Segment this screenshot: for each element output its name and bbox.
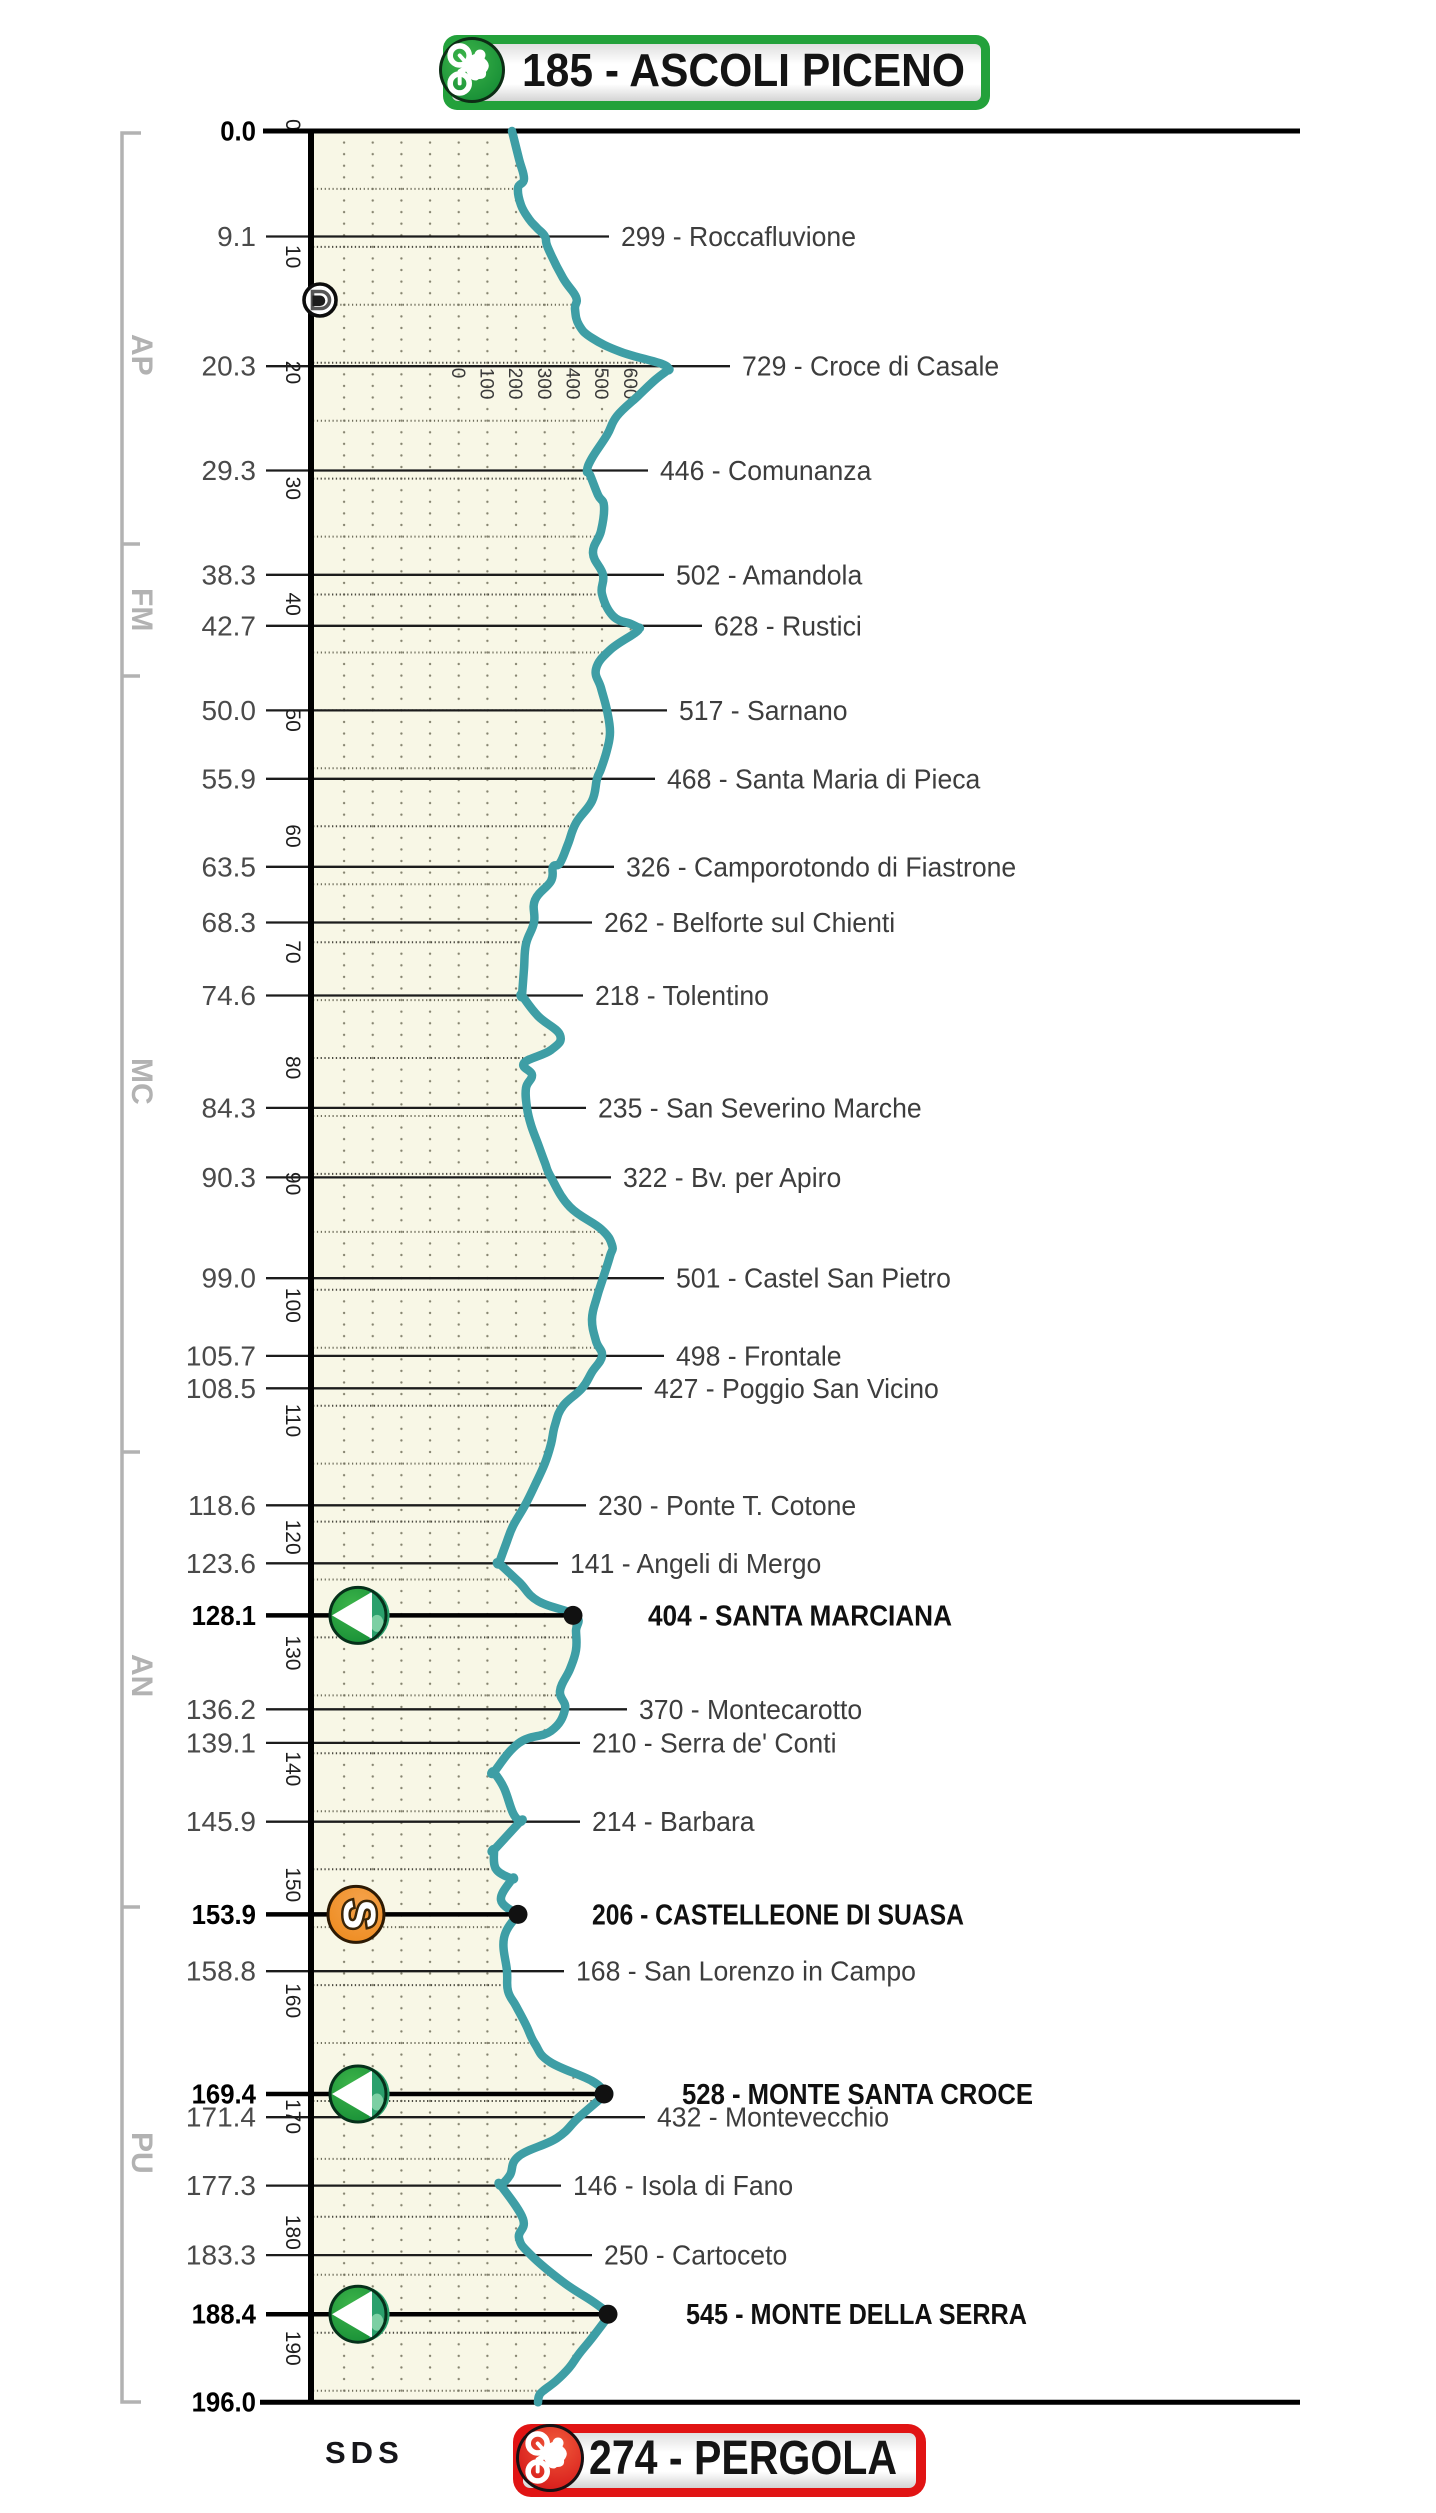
svg-text:326 - Camporotondo di Fiastron: 326 - Camporotondo di Fiastrone: [626, 851, 1016, 883]
svg-text:AN: AN: [125, 1654, 158, 1697]
svg-text:528 - MONTE SANTA CROCE: 528 - MONTE SANTA CROCE: [682, 2079, 1033, 2111]
svg-text:432 - Montevecchio: 432 - Montevecchio: [657, 2101, 889, 2133]
svg-text:206 - CASTELLEONE DI SUASA: 206 - CASTELLEONE DI SUASA: [592, 1899, 964, 1931]
svg-text:446 - Comunanza: 446 - Comunanza: [660, 454, 872, 486]
svg-text:274 - PERGOLA: 274 - PERGOLA: [589, 2432, 897, 2485]
svg-text:50: 50: [281, 708, 304, 731]
svg-text:80: 80: [281, 1056, 304, 1079]
svg-text:158.8: 158.8: [186, 1956, 256, 1987]
svg-text:90: 90: [281, 1172, 304, 1195]
svg-text:10: 10: [281, 245, 304, 268]
svg-text:235 - San Severino Marche: 235 - San Severino Marche: [598, 1092, 922, 1124]
svg-text:146 - Isola di Fano: 146 - Isola di Fano: [573, 2169, 793, 2201]
svg-text:55.9: 55.9: [202, 763, 257, 794]
svg-text:196.0: 196.0: [192, 2387, 256, 2418]
svg-text:136.2: 136.2: [186, 1694, 256, 1725]
svg-text:9.1: 9.1: [217, 221, 256, 252]
svg-text:168 - San Lorenzo in Campo: 168 - San Lorenzo in Campo: [576, 1955, 916, 1987]
svg-text:110: 110: [281, 1404, 304, 1437]
svg-text:299 - Roccafluvione: 299 - Roccafluvione: [621, 220, 856, 252]
svg-text:MC: MC: [125, 1058, 158, 1105]
svg-text:185 - ASCOLI PICENO: 185 - ASCOLI PICENO: [522, 44, 965, 96]
svg-text:42.7: 42.7: [202, 610, 257, 641]
svg-text:230 - Ponte T. Cotone: 230 - Ponte T. Cotone: [598, 1489, 856, 1521]
svg-text:70: 70: [281, 940, 304, 963]
svg-text:100: 100: [281, 1288, 304, 1323]
svg-text:322 - Bv. per Apiro: 322 - Bv. per Apiro: [623, 1161, 841, 1193]
svg-text:500: 500: [590, 368, 611, 400]
svg-text:502 - Amandola: 502 - Amandola: [676, 559, 863, 591]
svg-text:400: 400: [562, 368, 583, 400]
svg-text:214 - Barbara: 214 - Barbara: [592, 1806, 755, 1838]
svg-text:250 - Cartoceto: 250 - Cartoceto: [604, 2239, 787, 2271]
svg-text:123.6: 123.6: [186, 1548, 256, 1579]
svg-text:105.7: 105.7: [186, 1340, 256, 1371]
svg-text:370 - Montecarotto: 370 - Montecarotto: [639, 1693, 862, 1725]
svg-text:150: 150: [281, 1867, 304, 1902]
svg-text:AP: AP: [125, 334, 158, 376]
svg-text:118.6: 118.6: [188, 1490, 256, 1521]
svg-text:177.3: 177.3: [186, 2170, 256, 2201]
svg-text:180: 180: [281, 2215, 304, 2250]
svg-text:628 - Rustici: 628 - Rustici: [714, 610, 862, 642]
svg-text:99.0: 99.0: [202, 1263, 257, 1294]
svg-text:300: 300: [533, 368, 554, 400]
svg-text:100: 100: [476, 368, 497, 400]
svg-text:190: 190: [281, 2331, 304, 2366]
svg-text:517 - Sarnano: 517 - Sarnano: [679, 694, 848, 726]
svg-text:128.1: 128.1: [192, 1600, 256, 1631]
svg-text:169.4: 169.4: [192, 2079, 256, 2110]
svg-text:90.3: 90.3: [202, 1162, 257, 1193]
svg-text:63.5: 63.5: [202, 851, 257, 882]
svg-text:108.5: 108.5: [186, 1373, 256, 1404]
svg-text:S: S: [334, 1899, 385, 1929]
svg-text:PU: PU: [125, 2132, 158, 2174]
svg-text:427 - Poggio San Vicino: 427 - Poggio San Vicino: [654, 1372, 939, 1404]
svg-text:210 - Serra de' Conti: 210 - Serra de' Conti: [592, 1727, 837, 1759]
svg-text:262 - Belforte sul Chienti: 262 - Belforte sul Chienti: [604, 906, 895, 938]
svg-text:84.3: 84.3: [202, 1092, 257, 1123]
svg-text:171.4: 171.4: [186, 2102, 256, 2133]
svg-text:38.3: 38.3: [202, 559, 257, 590]
svg-text:20: 20: [281, 361, 304, 384]
svg-text:FM: FM: [125, 588, 158, 631]
svg-text:29.3: 29.3: [202, 455, 257, 486]
svg-text:60: 60: [281, 824, 304, 847]
svg-text:120: 120: [281, 1520, 304, 1555]
svg-text:140: 140: [281, 1751, 304, 1786]
svg-text:729 - Croce di Casale: 729 - Croce di Casale: [742, 350, 999, 382]
svg-text:139.1: 139.1: [186, 1727, 256, 1758]
svg-text:200: 200: [504, 368, 525, 400]
svg-text:SDS: SDS: [325, 2435, 404, 2470]
svg-text:0.0: 0.0: [220, 116, 256, 147]
svg-text:0: 0: [281, 119, 304, 131]
svg-text:74.6: 74.6: [202, 980, 257, 1011]
svg-text:468 - Santa Maria di Pieca: 468 - Santa Maria di Pieca: [667, 763, 981, 795]
svg-text:501 - Castel San Pietro: 501 - Castel San Pietro: [676, 1262, 951, 1294]
svg-text:153.9: 153.9: [192, 1899, 256, 1930]
svg-text:20.3: 20.3: [202, 351, 257, 382]
svg-text:600: 600: [619, 368, 640, 400]
svg-text:40: 40: [281, 593, 304, 616]
svg-text:130: 130: [281, 1635, 304, 1670]
svg-text:68.3: 68.3: [202, 907, 257, 938]
svg-text:218 - Tolentino: 218 - Tolentino: [595, 979, 769, 1011]
svg-text:545 - MONTE DELLA SERRA: 545 - MONTE DELLA SERRA: [686, 2299, 1027, 2331]
svg-text:188.4: 188.4: [192, 2299, 256, 2330]
svg-text:183.3: 183.3: [186, 2240, 256, 2271]
svg-text:30: 30: [281, 477, 304, 500]
svg-text:160: 160: [281, 1983, 304, 2018]
svg-text:145.9: 145.9: [186, 1806, 256, 1837]
svg-text:404 - SANTA MARCIANA: 404 - SANTA MARCIANA: [648, 1600, 952, 1632]
svg-text:170: 170: [281, 2099, 304, 2134]
svg-text:141 - Angeli di Mergo: 141 - Angeli di Mergo: [570, 1547, 821, 1579]
svg-text:50.0: 50.0: [202, 695, 257, 726]
svg-text:498 - Frontale: 498 - Frontale: [676, 1340, 842, 1372]
svg-text:0: 0: [447, 368, 468, 379]
